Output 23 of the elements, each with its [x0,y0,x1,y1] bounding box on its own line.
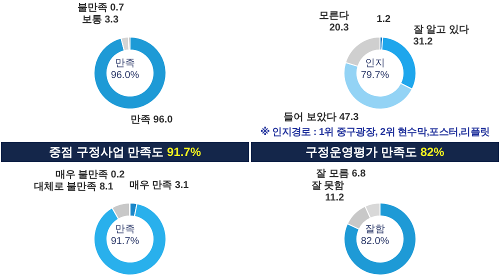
slice-label: 매우 불만족 0.2 [55,170,126,181]
slice-label: 만족 [115,58,135,69]
slice-label: 보통 3.3 [82,14,119,26]
data-label: 11.2 [325,192,345,204]
text: ※ 인지경로 : 1위 중구광장, 2위 현수막,포스터,리플릿 [260,126,490,138]
text: 잘함 82.0% [360,224,390,247]
chart-title: 구정운영평가 만족도 82% [306,144,444,160]
data-label: 20.3 [329,22,350,34]
slice-label: 잘 못함 [311,180,344,192]
slice-label: 매우 만족 3.1 [129,180,190,192]
slice-label: 잘 모름 6.8 [316,168,366,180]
slice-label: 모른다 [318,10,349,22]
slice-label: 잘 알고 있다 [413,24,469,36]
text: 인지 79.7% [360,58,390,81]
text: 만족 91.7% [110,224,140,247]
slice-label: 대체로 불만족 8.1 [34,182,114,193]
data-label: 1.2 [376,14,391,26]
text: 96.0% [110,70,140,81]
category-label: 만족 96.0 [130,114,173,126]
chart-title: 중점 구정사업 만족도 91.7% [48,144,202,160]
data-label: 31.2 [413,36,434,48]
slice-label: 불만족 0.7 [77,2,124,14]
slice-label: 들어 보았다 47.3 [284,112,360,123]
